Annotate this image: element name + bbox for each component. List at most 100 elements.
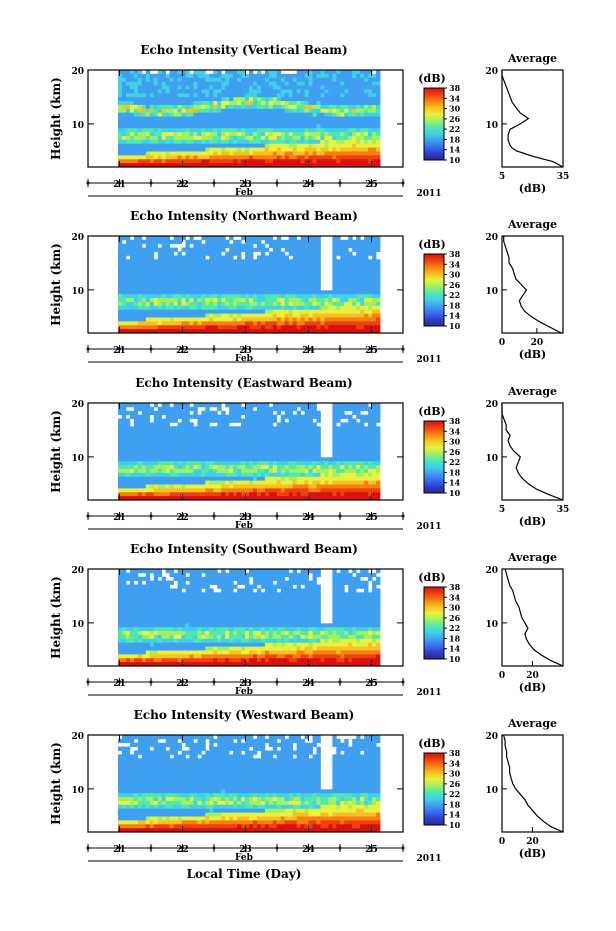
colorbar-tick-label: 14 [449, 145, 461, 155]
colorbar-tick-label: 18 [449, 633, 461, 643]
colorbar-tick-label: 14 [449, 311, 461, 321]
x-tick-label: 21 [113, 513, 126, 523]
profile-line [501, 70, 564, 168]
profile-xlabel: (dB) [519, 847, 546, 860]
y-tick-label: 20 [71, 67, 84, 77]
colorbar-tick-label: 34 [449, 592, 461, 602]
colorbar-tick-label: 38 [449, 83, 461, 93]
colorbar-tick-label: 34 [449, 259, 461, 269]
y-axis-label: Height (km) [49, 77, 63, 160]
profile-y-tick-label: 10 [485, 121, 498, 131]
y-axis-label: Height (km) [49, 576, 63, 659]
colorbar-tick-label: 30 [449, 270, 461, 280]
profile-y-tick-label: 20 [485, 400, 498, 410]
profile-line [504, 568, 564, 667]
colorbar-tick-label: 30 [449, 769, 461, 779]
heatmap-field [118, 569, 381, 667]
profile-xlabel: (dB) [519, 182, 546, 195]
month-label: Feb [235, 521, 253, 531]
y-axis-label: Height (km) [49, 243, 63, 326]
profile-frame [501, 69, 564, 168]
colorbar-unit: (dB) [418, 238, 445, 251]
colorbar-tick-label: 30 [449, 437, 461, 447]
panel-3: Echo Intensity (Eastward Beam) Height (km… [49, 376, 569, 532]
x-tick-label: 23 [239, 513, 252, 523]
x-tick-label: 24 [302, 346, 315, 356]
month-label: Feb [235, 188, 253, 198]
x-tick-label: 21 [113, 180, 126, 190]
profile-line [503, 236, 562, 334]
x-tick-label: 23 [239, 180, 252, 190]
y-tick-label: 20 [71, 400, 84, 410]
profile-x-tick-label: 35 [557, 505, 570, 515]
profile-frame [501, 568, 564, 667]
profile-title: Average [507, 218, 557, 231]
y-axis-label: Height (km) [49, 410, 63, 493]
x-tick-label: 25 [365, 346, 378, 356]
colorbar-tick-label: 22 [449, 124, 460, 134]
x-tick-label: 25 [365, 513, 378, 523]
colorbar-tick-label: 14 [449, 810, 461, 820]
colorbar-unit: (dB) [418, 737, 445, 750]
profile-x-tick-label: 0 [499, 671, 505, 681]
colorbar-tick-label: 14 [449, 644, 461, 654]
x-tick-label: 21 [113, 845, 126, 855]
colorbar-tick-label: 22 [449, 623, 460, 633]
profile-xlabel: (dB) [519, 681, 546, 694]
x-tick-label: 24 [302, 679, 315, 689]
profile-x-tick-label: 5 [499, 172, 505, 182]
y-tick-label: 10 [71, 786, 84, 796]
month-label: Feb [235, 354, 253, 364]
profile-title: Average [507, 52, 557, 65]
profile-x-tick-label: 20 [526, 671, 539, 681]
colorbar-tick-label: 38 [449, 249, 461, 259]
heatmap-field [118, 403, 381, 501]
profile-x-tick-label: 0 [499, 338, 505, 348]
profile-x-tick-label: 5 [499, 505, 505, 515]
profile-frame [501, 235, 564, 334]
x-tick-label: 23 [239, 679, 252, 689]
heatmap-field [118, 735, 381, 833]
y-tick-label: 10 [71, 287, 84, 297]
colorbar-tick-label: 34 [449, 426, 461, 436]
colorbar-tick-label: 22 [449, 290, 460, 300]
x-tick-label: 21 [113, 346, 126, 356]
x-tick-label: 22 [176, 513, 189, 523]
panel-4: Echo Intensity (Southward Beam) Height (k… [49, 542, 564, 698]
panel-2: Echo Intensity (Northward Beam) Height (k… [49, 209, 564, 365]
x-tick-label: 22 [176, 346, 189, 356]
y-tick-label: 10 [71, 121, 84, 131]
colorbar [423, 752, 445, 826]
colorbar-tick-label: 18 [449, 134, 461, 144]
colorbar-tick-label: 22 [449, 789, 460, 799]
profile-xlabel: (dB) [519, 348, 546, 361]
profile-y-tick-label: 20 [485, 67, 498, 77]
panel-title: Echo Intensity (Westward Beam) [134, 708, 355, 722]
y-tick-label: 20 [71, 233, 84, 243]
colorbar [423, 586, 445, 660]
profile-line [501, 403, 564, 501]
profile-frame [501, 402, 564, 501]
colorbar-tick-label: 30 [449, 603, 461, 613]
colorbar-tick-label: 10 [449, 488, 461, 498]
colorbar-tick-label: 26 [449, 779, 461, 789]
colorbar-tick-label: 38 [449, 416, 461, 426]
colorbar-tick-label: 14 [449, 478, 461, 488]
profile-y-tick-label: 20 [485, 233, 498, 243]
profile-y-tick-label: 10 [485, 454, 498, 464]
x-tick-label: 21 [113, 679, 126, 689]
profile-line [502, 734, 564, 833]
colorbar-tick-label: 22 [449, 457, 460, 467]
heatmap-field [118, 70, 381, 168]
colorbar-tick-label: 30 [449, 104, 461, 114]
year-label: 2011 [416, 854, 441, 864]
x-tick-label: 24 [302, 845, 315, 855]
colorbar-tick-label: 38 [449, 748, 461, 758]
figure-xlabel: Local Time (Day) [187, 867, 302, 881]
colorbar-tick-label: 10 [449, 654, 461, 664]
x-tick-label: 25 [365, 180, 378, 190]
y-tick-label: 20 [71, 566, 84, 576]
x-tick-label: 24 [302, 180, 315, 190]
y-tick-label: 10 [71, 454, 84, 464]
